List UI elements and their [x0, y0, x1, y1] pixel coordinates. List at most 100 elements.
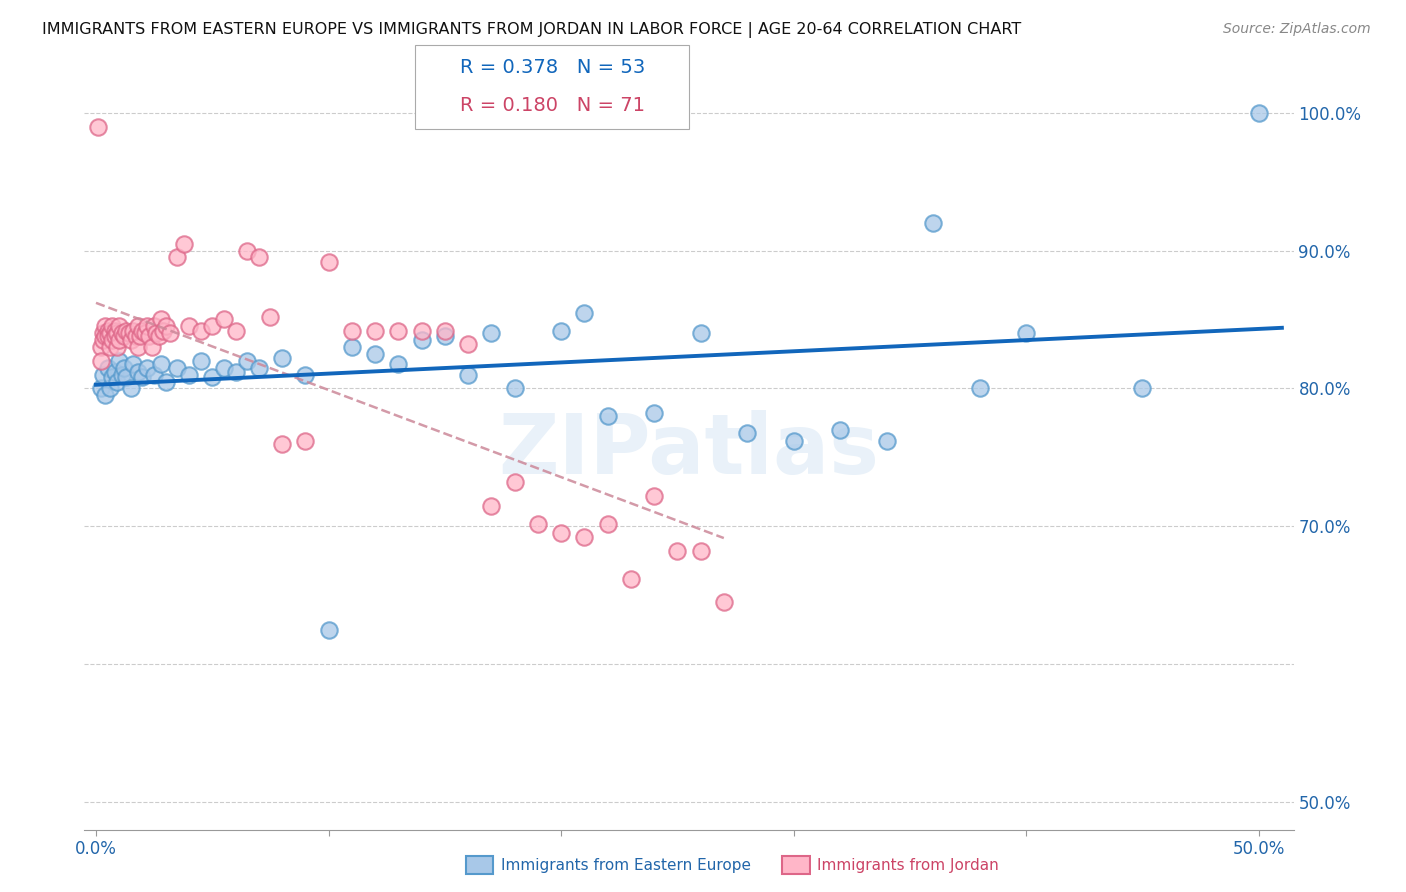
Point [271, 351, 294, 365]
Point [101, 370, 124, 384]
Point [136, 360, 159, 375]
Point [136, 319, 159, 334]
Point [166, 360, 188, 375]
Point [259, 310, 281, 324]
Text: R = 0.180   N = 71: R = 0.180 N = 71 [460, 95, 645, 115]
Point [166, 251, 188, 265]
Point [122, 357, 145, 371]
Point [479, 326, 502, 341]
Point [225, 365, 247, 379]
Point [294, 368, 316, 382]
Point [131, 370, 153, 384]
Point [271, 436, 294, 450]
Text: Immigrants from Jordan: Immigrants from Jordan [817, 858, 998, 872]
Bar [422, 95, 450, 115]
Point [159, 326, 181, 341]
Point [110, 326, 132, 341]
Point [105, 326, 128, 341]
Point [735, 425, 758, 440]
Point [190, 324, 212, 338]
Point [550, 526, 572, 541]
Point [90, 354, 112, 368]
Point [108, 319, 131, 334]
Point [574, 305, 596, 319]
Point [97, 360, 120, 375]
Point [108, 333, 131, 347]
Point [155, 319, 177, 334]
Point [122, 324, 145, 338]
Point [127, 340, 149, 354]
Point [117, 326, 139, 341]
Point [91, 368, 114, 382]
Point [97, 329, 120, 343]
Point [364, 347, 387, 361]
Point [143, 319, 166, 334]
Point [318, 623, 340, 637]
Point [104, 324, 127, 338]
Point [98, 340, 121, 354]
Text: IMMIGRANTS FROM EASTERN EUROPE VS IMMIGRANTS FROM JORDAN IN LABOR FORCE | AGE 20: IMMIGRANTS FROM EASTERN EUROPE VS IMMIGR… [42, 22, 1021, 38]
Point [212, 360, 235, 375]
Point [643, 406, 665, 420]
Point [201, 370, 224, 384]
Point [110, 368, 132, 382]
Point [94, 329, 117, 343]
Point [131, 324, 153, 338]
Point [105, 340, 128, 354]
Point [550, 324, 572, 338]
Bar [422, 58, 450, 78]
Point [340, 340, 363, 354]
Point [104, 329, 127, 343]
Point [527, 516, 550, 531]
Point [457, 337, 479, 351]
Point [433, 324, 456, 338]
Point [201, 319, 224, 334]
Point [148, 329, 170, 343]
Point [94, 388, 117, 402]
Point [177, 368, 200, 382]
Point [713, 595, 735, 609]
Point [340, 324, 363, 338]
Point [101, 333, 124, 347]
Point [387, 324, 409, 338]
Point [141, 340, 163, 354]
Point [782, 434, 804, 448]
Point [433, 329, 456, 343]
Point [173, 236, 195, 251]
Point [503, 381, 526, 395]
Point [91, 333, 114, 347]
Point [134, 326, 156, 341]
Point [129, 329, 152, 343]
Point [115, 324, 138, 338]
Point [387, 357, 409, 371]
Point [643, 489, 665, 503]
Point [112, 329, 135, 343]
Point [411, 324, 433, 338]
Point [503, 475, 526, 490]
Point [247, 360, 270, 375]
Point [112, 360, 135, 375]
Point [689, 326, 711, 341]
Point [120, 381, 142, 395]
Point [98, 326, 121, 341]
Point [155, 375, 177, 389]
Point [596, 409, 619, 423]
Point [143, 368, 166, 382]
Point [97, 324, 120, 338]
Point [101, 319, 124, 334]
Point [876, 434, 898, 448]
Point [94, 319, 117, 334]
Point [236, 354, 259, 368]
Point [105, 375, 128, 389]
Point [225, 324, 247, 338]
Point [152, 324, 174, 338]
Point [91, 326, 114, 341]
Text: Immigrants from Eastern Europe: Immigrants from Eastern Europe [501, 858, 751, 872]
Point [596, 516, 619, 531]
Point [1247, 105, 1270, 120]
Point [104, 365, 127, 379]
Point [87, 120, 110, 134]
Point [830, 423, 852, 437]
Point [247, 251, 270, 265]
Point [969, 381, 991, 395]
